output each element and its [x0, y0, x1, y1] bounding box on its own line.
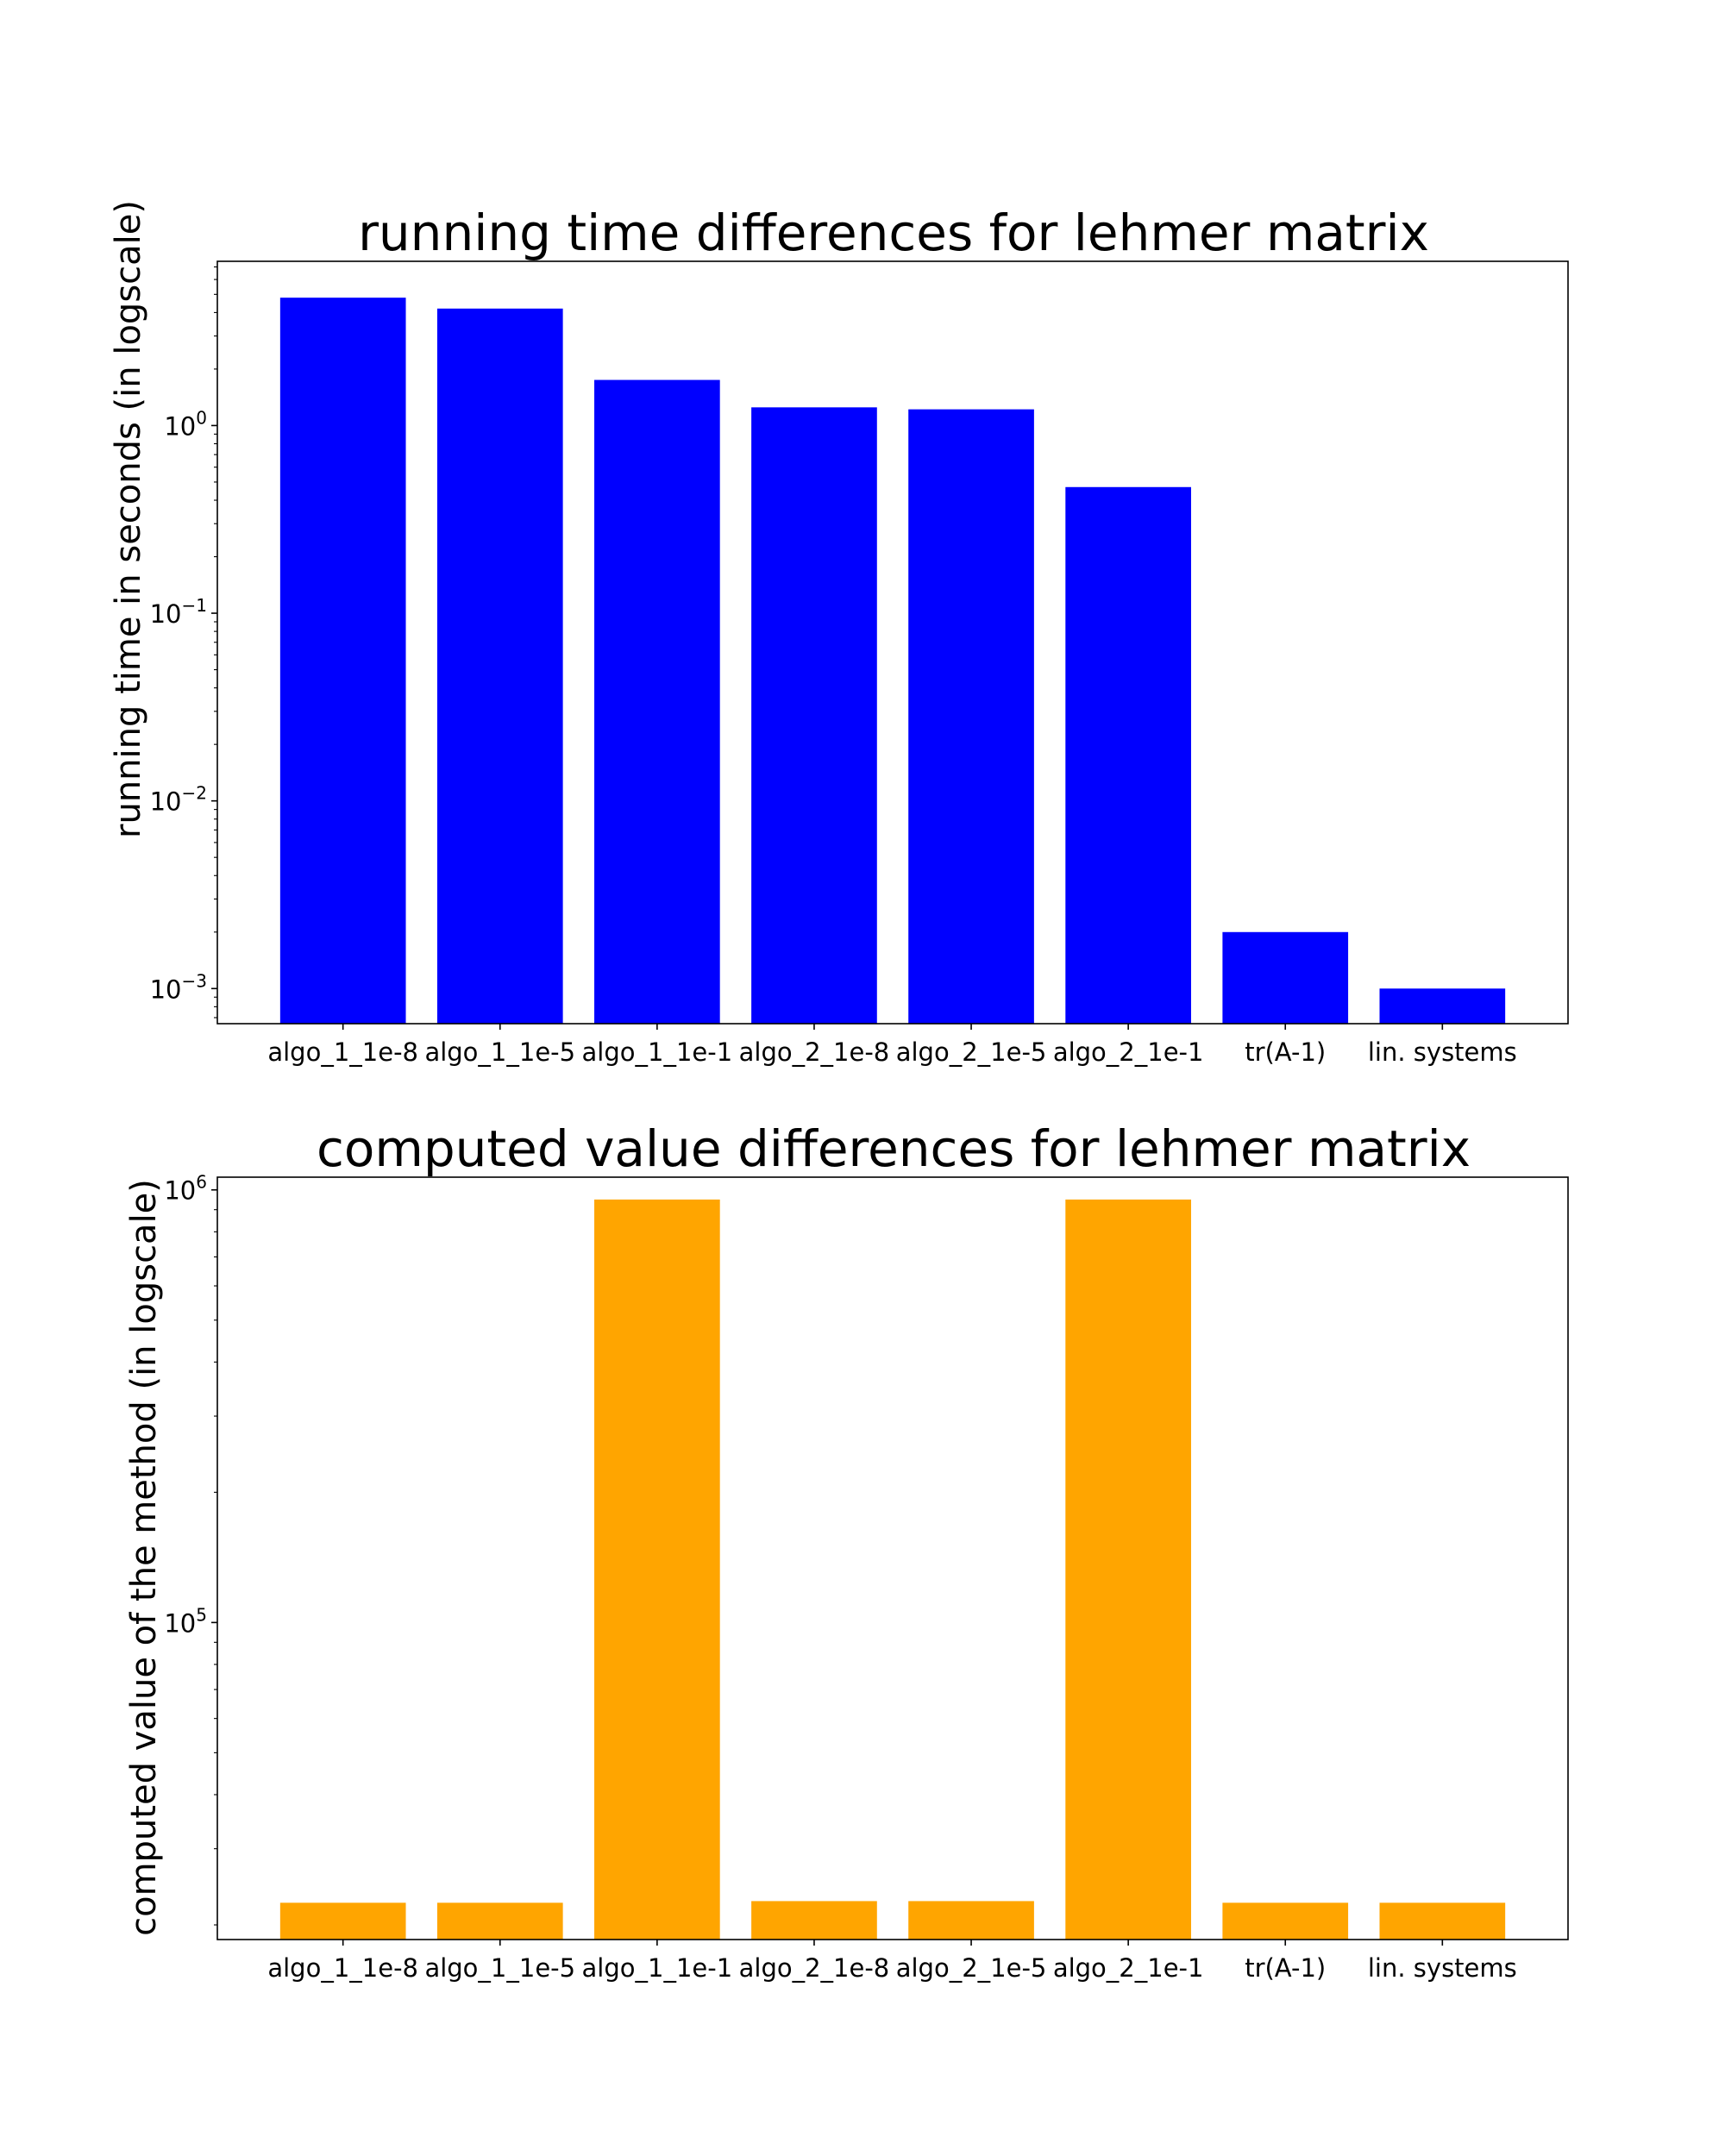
bar — [908, 409, 1034, 1024]
chart-running-time: running time differences for lehmer matr… — [109, 200, 1569, 1067]
x-tick-label: algo_2_1e-5 — [896, 1953, 1047, 1983]
bar — [751, 1901, 877, 1940]
chart-title: computed value differences for lehmer ma… — [317, 1119, 1471, 1178]
bar — [908, 1901, 1034, 1940]
x-tick-label: algo_1_1e-8 — [267, 1037, 418, 1067]
x-tick-label: algo_2_1e-8 — [739, 1953, 890, 1983]
y-tick-label: 106 — [164, 1172, 207, 1206]
y-tick-exponent: 5 — [196, 1604, 207, 1625]
x-ticks: algo_1_1e-8 algo_1_1e-5 algo_1_1e-1 algo_2_… — [267, 1024, 1517, 1067]
y-tick-base: 10 — [164, 411, 196, 441]
y-tick-base: 10 — [164, 1176, 196, 1206]
x-tick-label: algo_2_1e-1 — [1053, 1037, 1204, 1067]
y-axis-label: running time in seconds (in logscale) — [109, 200, 148, 838]
y-tick-exponent: −2 — [182, 783, 207, 804]
bar — [1379, 1902, 1506, 1940]
bar — [1222, 931, 1349, 1024]
bar — [751, 407, 877, 1024]
y-tick-exponent: −3 — [182, 970, 207, 991]
x-tick-label: algo_1_1e-8 — [267, 1953, 418, 1983]
x-tick-label: algo_2_1e-1 — [1053, 1953, 1204, 1983]
x-tick-label: algo_1_1e-1 — [582, 1037, 733, 1067]
bar — [436, 308, 563, 1024]
y-tick-label: 10−2 — [150, 783, 207, 817]
x-tick-label: algo_2_1e-8 — [739, 1037, 890, 1067]
x-tick-label: algo_1_1e-5 — [424, 1037, 575, 1067]
y-tick-label: 10−1 — [150, 595, 207, 629]
y-tick-base: 10 — [164, 1608, 196, 1638]
bar — [436, 1902, 563, 1940]
y-axis-label: computed value of the method (in logscal… — [124, 1179, 164, 1936]
y-tick-label: 105 — [164, 1604, 207, 1638]
bar — [1065, 1199, 1191, 1940]
y-tick-exponent: 6 — [196, 1172, 207, 1193]
x-ticks: algo_1_1e-8 algo_1_1e-5 algo_1_1e-1 algo_2_… — [267, 1940, 1517, 1983]
y-tick-label: 10−3 — [150, 970, 207, 1004]
y-tick-label: 100 — [164, 407, 207, 441]
x-tick-label: algo_1_1e-5 — [424, 1953, 575, 1983]
y-tick-exponent: −1 — [182, 595, 207, 616]
y-tick-base: 10 — [150, 787, 182, 817]
bar — [594, 379, 720, 1024]
bar — [594, 1199, 720, 1940]
x-tick-label: lin. systems — [1368, 1953, 1517, 1983]
chart-computed-value: computed value differences for lehmer ma… — [124, 1119, 1569, 1983]
chart-title: running time differences for lehmer matr… — [358, 204, 1429, 262]
bar — [1065, 486, 1191, 1024]
plot-frame — [216, 260, 1569, 1025]
y-tick-exponent: 0 — [196, 407, 207, 428]
bar — [279, 298, 406, 1024]
bar — [1379, 988, 1506, 1024]
x-tick-label: tr(A-1) — [1245, 1953, 1326, 1983]
bar — [279, 1902, 406, 1940]
y-tick-base: 10 — [150, 975, 182, 1004]
x-tick-label: algo_1_1e-1 — [582, 1953, 733, 1983]
plot-frame — [216, 1176, 1569, 1940]
bars — [279, 1199, 1506, 1940]
bars — [279, 298, 1506, 1024]
x-tick-label: tr(A-1) — [1245, 1037, 1326, 1067]
bar — [1222, 1902, 1349, 1940]
y-tick-base: 10 — [150, 599, 182, 629]
x-tick-label: lin. systems — [1368, 1037, 1517, 1067]
x-tick-label: algo_2_1e-5 — [896, 1037, 1047, 1067]
